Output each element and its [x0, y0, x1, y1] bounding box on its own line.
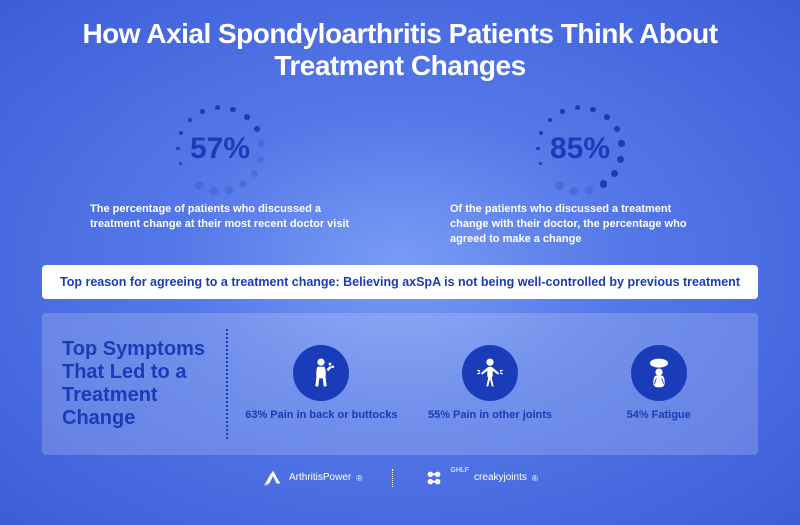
footer-label: ArthritisPower [289, 472, 351, 483]
stat-description: Of the patients who discussed a treatmen… [440, 202, 720, 247]
footer-label: creakyjoints [474, 472, 527, 483]
symptom-back-pain: 63% Pain in back or buttocks [242, 345, 401, 423]
symptom-label: 55% Pain in other joints [411, 409, 570, 423]
fatigue-icon [631, 345, 687, 401]
footer-prefix: GHLF [450, 467, 469, 474]
stats-row: 57% The percentage of patients who discu… [0, 94, 800, 265]
joint-pain-icon [462, 345, 518, 401]
footer-creakyjoints: GHLF creakyjoints® [423, 467, 538, 489]
symptom-fatigue: 54% Fatigue [579, 345, 738, 423]
back-pain-icon [293, 345, 349, 401]
stat-agreed: 85% Of the patients who discussed a trea… [440, 104, 720, 247]
stat-percentage: 57% [190, 132, 250, 166]
footer: ArthritisPower® GHLF creakyjoints® [0, 455, 800, 489]
footer-arthritispower: ArthritisPower® [262, 467, 362, 489]
symptoms-title: Top Symptoms That Led to a Treatment Cha… [62, 338, 212, 430]
symptom-joint-pain: 55% Pain in other joints [411, 345, 570, 423]
creakyjoints-logo-icon [423, 467, 445, 489]
stat-discussed: 57% The percentage of patients who discu… [80, 104, 360, 247]
page-title: How Axial Spondyloarthritis Patients Thi… [0, 0, 800, 94]
divider [392, 469, 393, 487]
symptom-label: 63% Pain in back or buttocks [242, 409, 401, 423]
stat-percentage: 85% [550, 132, 610, 166]
top-reason-banner: Top reason for agreeing to a treatment c… [42, 265, 758, 299]
symptoms-panel: Top Symptoms That Led to a Treatment Cha… [42, 313, 758, 455]
divider [226, 329, 228, 439]
arthritispower-logo-icon [262, 467, 284, 489]
symptoms-list: 63% Pain in back or buttocks 55% Pain in… [242, 345, 738, 423]
symptom-label: 54% Fatigue [579, 409, 738, 423]
stat-description: The percentage of patients who discussed… [80, 202, 360, 232]
